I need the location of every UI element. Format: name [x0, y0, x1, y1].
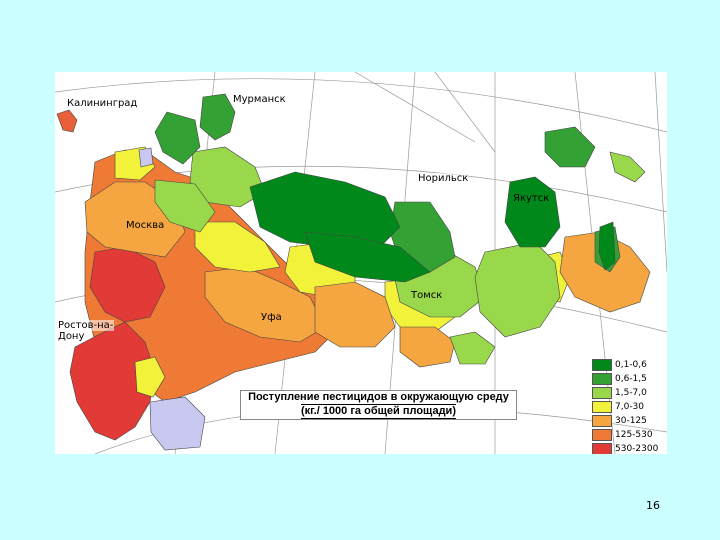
city-label-moscow: Москва: [126, 220, 165, 231]
region-evenkia-darkgreen: [304, 231, 431, 283]
region-kamchatka-lightgreen: [609, 151, 646, 183]
region-south-yellow: [134, 356, 166, 398]
legend-item: 1,5-7,0: [592, 386, 667, 400]
map-frame: Калининград Мурманск Норильск Якутск Мос…: [55, 72, 667, 454]
region-transbaikal-lightgreen: [474, 241, 561, 338]
page-number: 16: [646, 499, 660, 512]
city-label-norilsk: Норильск: [417, 173, 470, 184]
legend-label: 7,0-30: [615, 402, 645, 412]
region-sakhalin-darkgreen: [598, 221, 616, 271]
legend: 0,1-0,6 0,6-1,5 1,5-7,0 7,0-30 30-125 125-530…: [592, 358, 667, 454]
city-label-rostov-line1: Ростов-на-: [57, 320, 115, 331]
map-title-box: Поступление пестицидов в окружающую сред…: [240, 390, 517, 420]
legend-swatch: [592, 387, 612, 399]
map-title: Поступление пестицидов в окружающую сред…: [248, 391, 509, 403]
legend-item: 125-530: [592, 428, 667, 442]
region-lavender-caucasus: [149, 396, 206, 451]
russia-pesticide-map: [55, 72, 667, 454]
region-komi-lightgreen: [154, 179, 216, 233]
legend-label: 0,1-0,6: [615, 360, 647, 370]
region-yakutia-darkgreen: [504, 176, 561, 248]
legend-swatch: [592, 373, 612, 385]
legend-item: 30-125: [592, 414, 667, 428]
legend-item: 0,6-1,5: [592, 372, 667, 386]
legend-swatch: [592, 443, 612, 454]
region-kaliningrad: [56, 109, 78, 133]
city-label-murmansk: Мурманск: [233, 94, 286, 105]
city-label-ufa: Уфа: [261, 312, 282, 323]
city-label-kaliningrad: Калининград: [67, 98, 138, 109]
legend-swatch: [592, 429, 612, 441]
region-ural-lightorange: [204, 266, 326, 343]
region-central-yellow: [194, 221, 281, 273]
legend-label: 1,5-7,0: [615, 388, 647, 398]
region-murmansk-green: [199, 93, 236, 141]
city-label-yakutsk: Якутск: [513, 193, 550, 204]
region-arkhangelsk-green: [154, 111, 201, 165]
legend-item: 530-2300: [592, 442, 667, 454]
region-lavender-north: [138, 147, 154, 168]
region-buryat-lightgreen: [449, 331, 496, 365]
legend-swatch: [592, 359, 612, 371]
legend-item: 0,1-0,6: [592, 358, 667, 372]
legend-label: 530-2300: [615, 444, 659, 454]
legend-label: 125-530: [615, 430, 653, 440]
region-baikal-orange: [399, 326, 456, 368]
legend-swatch: [592, 415, 612, 427]
map-title-unit: (кг./ 1000 га общей площади): [301, 404, 456, 419]
city-label-rostov-line2: Дону: [57, 331, 86, 342]
legend-label: 0,6-1,5: [615, 374, 647, 384]
legend-label: 30-125: [615, 416, 647, 426]
region-altai-orange: [314, 281, 396, 348]
region-yamalo-darkgreen: [249, 171, 401, 253]
region-magadan-green: [544, 126, 596, 168]
legend-swatch: [592, 401, 612, 413]
legend-item: 7,0-30: [592, 400, 667, 414]
city-label-tomsk: Томск: [411, 290, 443, 301]
region-south-red: [69, 321, 156, 441]
